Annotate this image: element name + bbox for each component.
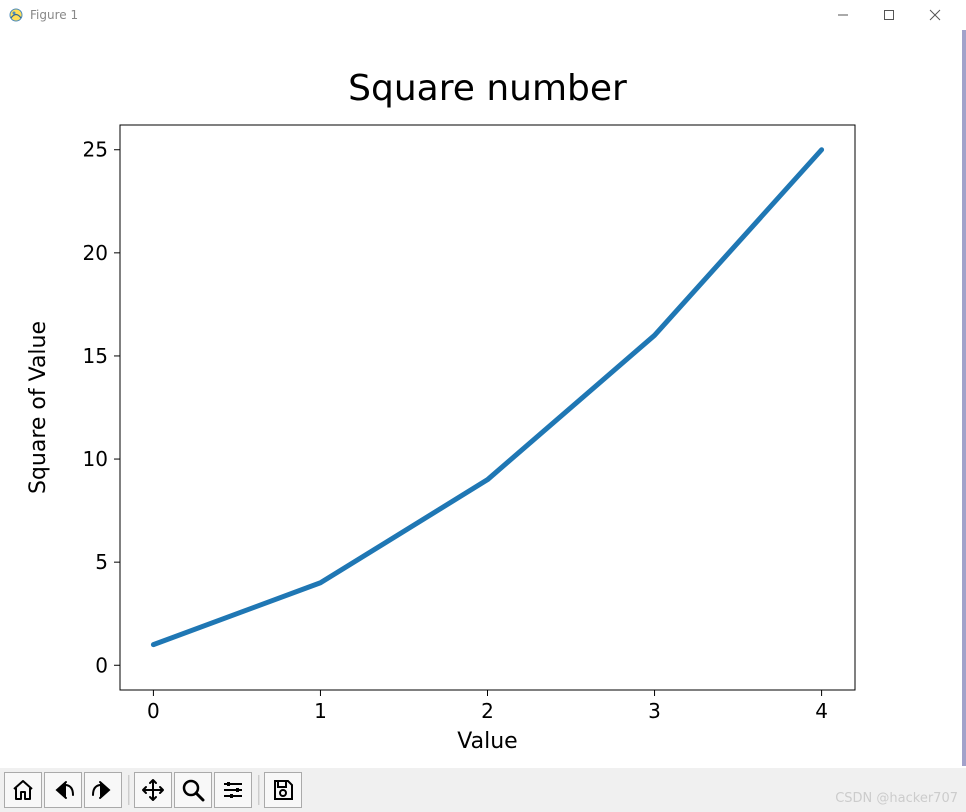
- zoom-icon: [181, 778, 205, 802]
- sliders-icon: [221, 778, 245, 802]
- home-button[interactable]: [4, 772, 42, 808]
- pan-button[interactable]: [134, 772, 172, 808]
- close-button[interactable]: [912, 0, 958, 30]
- y-tick-label: 10: [83, 447, 108, 471]
- y-tick-label: 25: [83, 138, 108, 162]
- save-button[interactable]: [264, 772, 302, 808]
- zoom-button[interactable]: [174, 772, 212, 808]
- x-axis-label: Value: [457, 729, 517, 754]
- toolbar-separator: [128, 775, 130, 805]
- back-button[interactable]: [44, 772, 82, 808]
- maximize-icon: [883, 9, 895, 21]
- minimize-icon: [837, 9, 849, 21]
- window-titlebar: Figure 1: [0, 0, 966, 30]
- forward-button[interactable]: [84, 772, 122, 808]
- close-icon: [929, 9, 941, 21]
- home-icon: [11, 778, 35, 802]
- save-icon: [271, 778, 295, 802]
- chart-background: [0, 30, 966, 766]
- x-tick-label: 2: [481, 699, 494, 723]
- nav-toolbar: [0, 766, 966, 812]
- y-axis-label: Square of Value: [26, 321, 51, 494]
- y-tick-label: 15: [83, 344, 108, 368]
- right-edge-strip: [962, 30, 966, 766]
- x-tick-label: 1: [314, 699, 327, 723]
- configure-button[interactable]: [214, 772, 252, 808]
- app-icon: [8, 7, 24, 23]
- minimize-button[interactable]: [820, 0, 866, 30]
- toolbar-separator: [258, 775, 260, 805]
- y-tick-label: 0: [95, 653, 108, 677]
- arrow-right-icon: [91, 778, 115, 802]
- arrow-left-icon: [51, 778, 75, 802]
- chart-title: Square number: [348, 68, 627, 109]
- x-tick-label: 4: [815, 699, 828, 723]
- y-tick-label: 5: [95, 550, 108, 574]
- figure-canvas[interactable]: Square number 0 1 2 3 4 0 5 10 15 20 25 Value Square …: [0, 30, 966, 766]
- y-tick-label: 20: [83, 241, 108, 265]
- x-tick-label: 3: [648, 699, 661, 723]
- maximize-button[interactable]: [866, 0, 912, 30]
- window-title: Figure 1: [30, 8, 78, 22]
- x-tick-label: 0: [147, 699, 160, 723]
- chart: Square number 0 1 2 3 4 0 5 10 15 20 25 Value Square …: [0, 30, 966, 766]
- move-icon: [141, 778, 165, 802]
